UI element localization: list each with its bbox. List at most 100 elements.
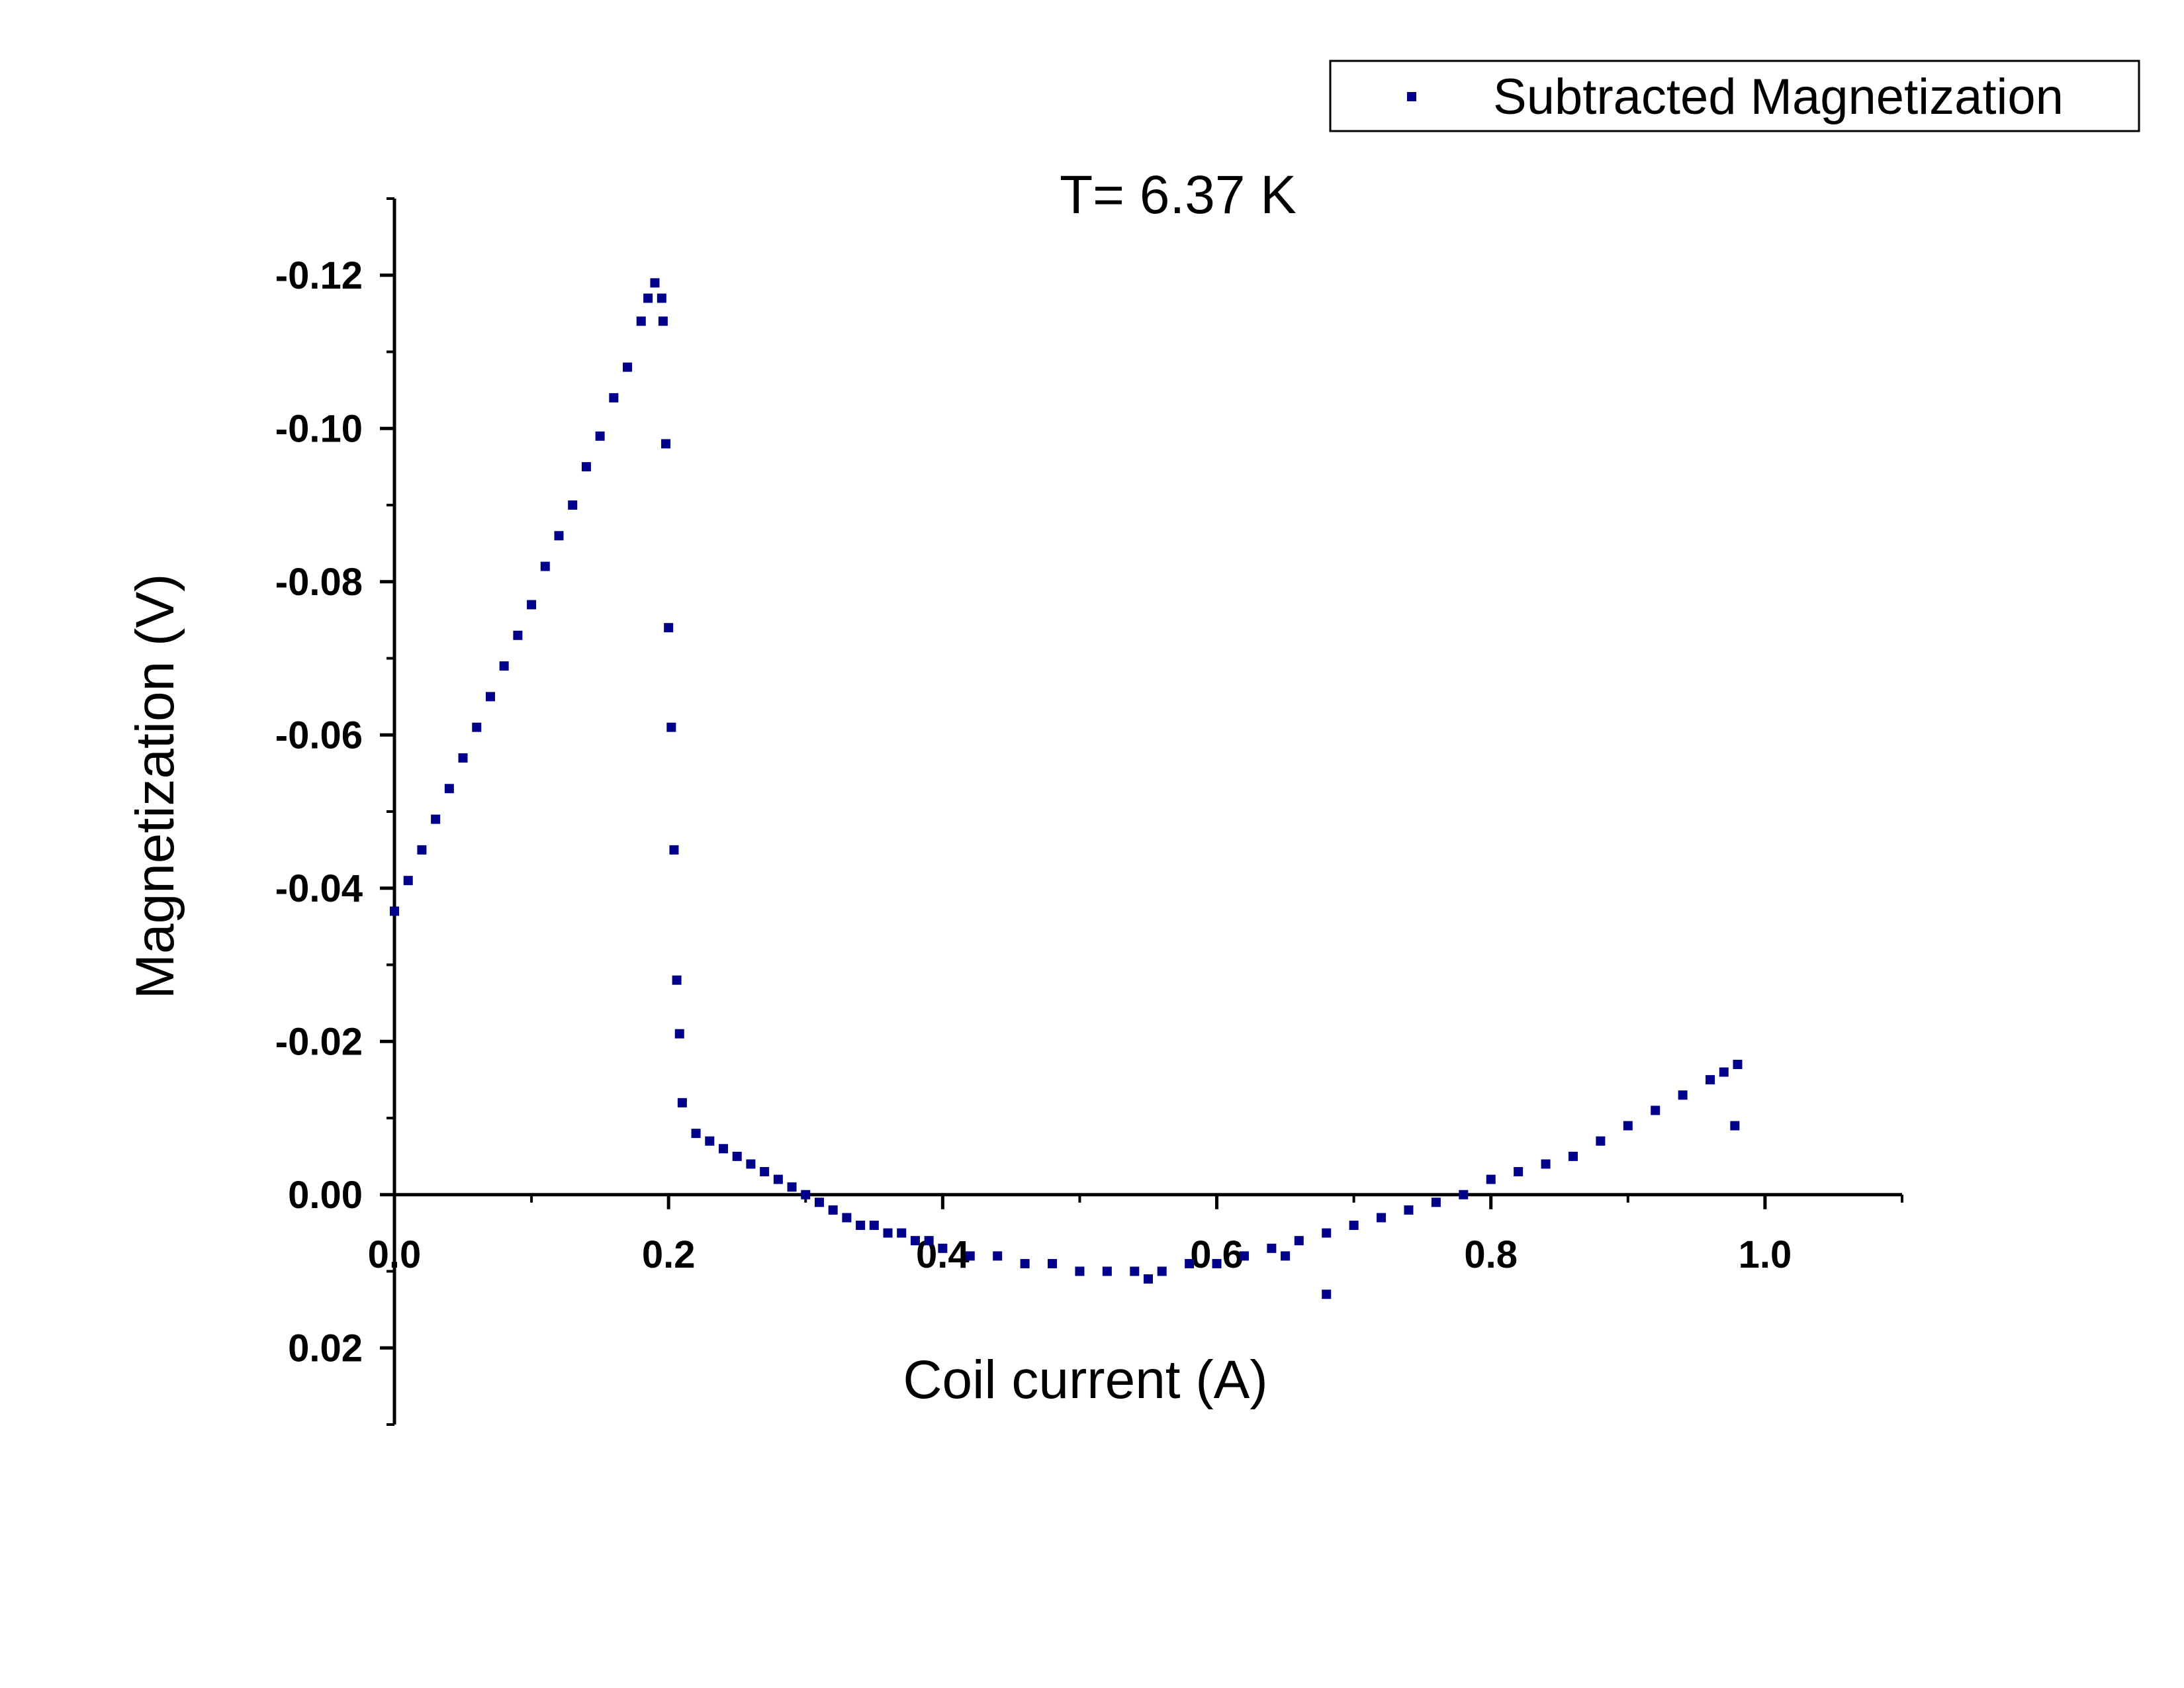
data-point bbox=[1157, 1266, 1167, 1276]
data-point bbox=[623, 362, 633, 372]
y-tick-label: 0.02 bbox=[288, 1327, 363, 1370]
data-point bbox=[669, 845, 679, 855]
data-point bbox=[1568, 1151, 1578, 1161]
axis-ticks: -0.12 -0.10 -0.08 -0.06 -0.04 -0.02 0.00 0.02 0.… bbox=[275, 197, 1903, 1426]
data-point bbox=[417, 845, 427, 855]
data-point bbox=[1322, 1289, 1332, 1299]
y-axis-title: Magnetization (V) bbox=[125, 574, 185, 1000]
data-point bbox=[1102, 1266, 1112, 1276]
legend-label: Subtracted Magnetization bbox=[1493, 69, 2064, 125]
data-point bbox=[897, 1228, 907, 1238]
data-point bbox=[1514, 1167, 1524, 1177]
data-point bbox=[1651, 1105, 1661, 1115]
data-point bbox=[1678, 1090, 1688, 1100]
data-point bbox=[485, 692, 495, 702]
legend-box bbox=[1329, 60, 2140, 132]
y-tick-label: -0.02 bbox=[275, 1020, 363, 1063]
data-point bbox=[801, 1190, 811, 1199]
chart-title: T= 6.37 K bbox=[1060, 165, 1297, 225]
data-point bbox=[595, 431, 605, 441]
data-point bbox=[1733, 1059, 1743, 1069]
data-point bbox=[691, 1129, 701, 1139]
data-point bbox=[513, 630, 523, 640]
data-point bbox=[1349, 1221, 1359, 1231]
data-point bbox=[965, 1251, 975, 1261]
data-point bbox=[661, 439, 671, 449]
data-point bbox=[643, 293, 653, 303]
data-point bbox=[568, 500, 578, 510]
data-point bbox=[403, 876, 413, 886]
legend: Subtracted Magnetization bbox=[1329, 60, 2140, 132]
x-tick-label: 0.4 bbox=[916, 1233, 970, 1276]
data-point bbox=[842, 1213, 852, 1223]
data-point bbox=[883, 1228, 893, 1238]
data-point bbox=[1212, 1258, 1222, 1268]
data-point bbox=[672, 975, 682, 985]
data-point bbox=[924, 1236, 934, 1246]
data-points bbox=[390, 278, 1743, 1299]
data-point bbox=[657, 293, 666, 303]
data-point bbox=[554, 531, 564, 541]
x-tick-label: 0.8 bbox=[1464, 1233, 1518, 1276]
data-point bbox=[390, 906, 399, 916]
data-point bbox=[666, 722, 676, 732]
data-point bbox=[1541, 1159, 1551, 1169]
data-point bbox=[1185, 1258, 1195, 1268]
data-point bbox=[1486, 1174, 1496, 1184]
y-tick-label: -0.10 bbox=[275, 407, 363, 450]
data-point bbox=[1322, 1228, 1332, 1238]
x-tick-label: 0.6 bbox=[1190, 1233, 1244, 1276]
y-tick-label: -0.06 bbox=[275, 714, 363, 757]
data-point bbox=[1144, 1274, 1153, 1284]
y-tick-label: -0.08 bbox=[275, 561, 363, 604]
x-tick-label: 1.0 bbox=[1739, 1233, 1792, 1276]
data-point bbox=[773, 1174, 783, 1184]
data-point bbox=[1020, 1258, 1030, 1268]
x-axis-title: Coil current (A) bbox=[903, 1350, 1267, 1410]
data-point bbox=[1596, 1136, 1606, 1146]
data-point bbox=[787, 1182, 797, 1192]
data-point bbox=[527, 600, 537, 610]
data-point bbox=[431, 814, 441, 824]
data-point bbox=[664, 623, 674, 633]
legend-marker bbox=[1407, 92, 1416, 101]
data-point bbox=[499, 661, 509, 671]
data-point bbox=[856, 1221, 866, 1231]
data-point bbox=[1239, 1251, 1249, 1261]
data-point bbox=[472, 722, 482, 732]
x-tick-label: 0.2 bbox=[642, 1233, 696, 1276]
data-point bbox=[1459, 1190, 1469, 1199]
data-point bbox=[444, 784, 454, 794]
data-point bbox=[609, 393, 619, 402]
y-tick-label: -0.12 bbox=[275, 254, 363, 297]
data-point bbox=[650, 278, 660, 288]
data-point bbox=[1281, 1251, 1291, 1261]
data-point bbox=[1075, 1266, 1085, 1276]
data-point bbox=[869, 1221, 879, 1231]
y-tick-label: -0.04 bbox=[275, 867, 363, 910]
data-point bbox=[719, 1144, 729, 1154]
data-point bbox=[677, 1098, 687, 1107]
data-point bbox=[1377, 1213, 1387, 1223]
data-point bbox=[636, 316, 646, 326]
data-point bbox=[1730, 1121, 1740, 1131]
data-point bbox=[705, 1136, 715, 1146]
data-point bbox=[1623, 1121, 1633, 1131]
data-point bbox=[581, 462, 591, 472]
data-point bbox=[814, 1197, 824, 1207]
data-point bbox=[732, 1151, 742, 1161]
y-tick-label: 0.00 bbox=[288, 1174, 363, 1217]
data-point bbox=[1048, 1258, 1058, 1268]
data-point bbox=[828, 1205, 838, 1215]
x-tick-label: 0.0 bbox=[368, 1233, 422, 1276]
data-point bbox=[993, 1251, 1003, 1261]
data-point bbox=[1706, 1075, 1715, 1085]
axes bbox=[392, 199, 1902, 1425]
data-point bbox=[1294, 1236, 1304, 1246]
data-point bbox=[760, 1167, 770, 1177]
data-point bbox=[1404, 1205, 1414, 1215]
data-point bbox=[1267, 1243, 1277, 1253]
data-point bbox=[458, 753, 468, 763]
data-point bbox=[658, 316, 668, 326]
